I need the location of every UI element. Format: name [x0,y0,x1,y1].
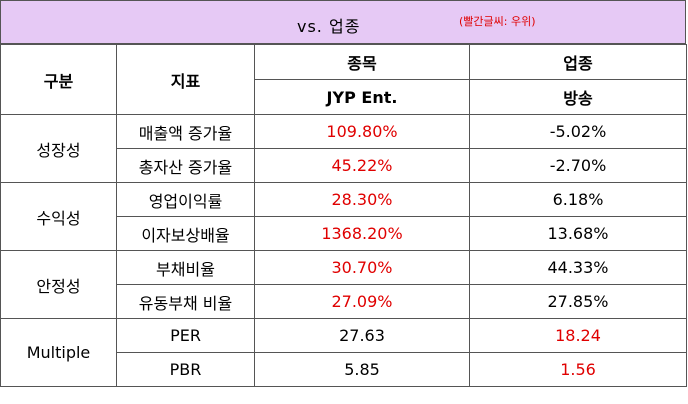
table-row: 이자보상배율 1368.20% 13.68% [1,216,687,251]
table-row: 안정성 부채비율 30.70% 44.33% [0,250,687,319]
industry-value-cell: 18.24 [469,318,687,353]
table-row: 수익성 영업이익률 28.30% 6.18% [0,182,687,251]
group-label-profitability: 수익성 [0,182,117,251]
metric-cell: 이자보상배율 [116,216,255,251]
comparison-table: 구분 지표 종목 업종 JYP Ent. 방송 성장성 매출액 증가율 109.… [0,44,687,387]
legend-note: (빨간글씨: 우위) [459,15,536,28]
industry-header: 업종 [469,44,687,80]
metric-cell: 매출액 증가율 [116,114,255,149]
stock-value-cell: 27.63 [254,318,470,353]
group-label-growth: 성장성 [0,114,117,183]
table-row: 총자산 증가율 45.22% -2.70% [1,148,687,183]
group-label-multiple: Multiple [0,318,117,387]
stock-header: 종목 [254,44,470,80]
industry-name-header: 방송 [469,79,687,115]
stock-name-header: JYP Ent. [254,79,470,115]
header-row-2: JYP Ent. 방송 [1,79,687,115]
metric-cell: 영업이익률 [116,182,255,217]
industry-value-cell: 44.33% [469,250,687,285]
metric-cell: PER [116,318,255,353]
sheet-title: vs. 업종 [297,17,361,36]
table-row: Multiple PER 27.63 18.24 [0,318,687,387]
industry-value-cell: -5.02% [469,114,687,149]
stock-value-cell: 1368.20% [254,216,470,251]
industry-value-cell: 13.68% [469,216,687,251]
stock-value-cell: 27.09% [254,284,470,319]
stock-value-cell: 28.30% [254,182,470,217]
industry-value-cell: -2.70% [469,148,687,183]
table-row: 유동부채 비율 27.09% 27.85% [1,284,687,319]
industry-value-cell: 6.18% [469,182,687,217]
title-bar: vs. 업종 (빨간글씨: 우위) [0,0,686,44]
metric-cell: 총자산 증가율 [116,148,255,183]
stock-value-cell: 109.80% [254,114,470,149]
category-header: 구분 [0,44,117,115]
metric-cell: 부채비율 [116,250,255,285]
stock-value-cell: 30.70% [254,250,470,285]
group-label-stability: 안정성 [0,250,117,319]
table-row: PBR 5.85 1.56 [1,352,687,387]
header-row-1: 구분 지표 종목 업종 [0,44,687,115]
metric-cell: 유동부채 비율 [116,284,255,319]
stock-value-cell: 5.85 [254,352,470,387]
industry-value-cell: 27.85% [469,284,687,319]
stock-value-cell: 45.22% [254,148,470,183]
metric-header: 지표 [116,44,255,115]
metric-cell: PBR [116,352,255,387]
table-row: 성장성 매출액 증가율 109.80% -5.02% [0,114,687,183]
industry-value-cell: 1.56 [469,352,687,387]
